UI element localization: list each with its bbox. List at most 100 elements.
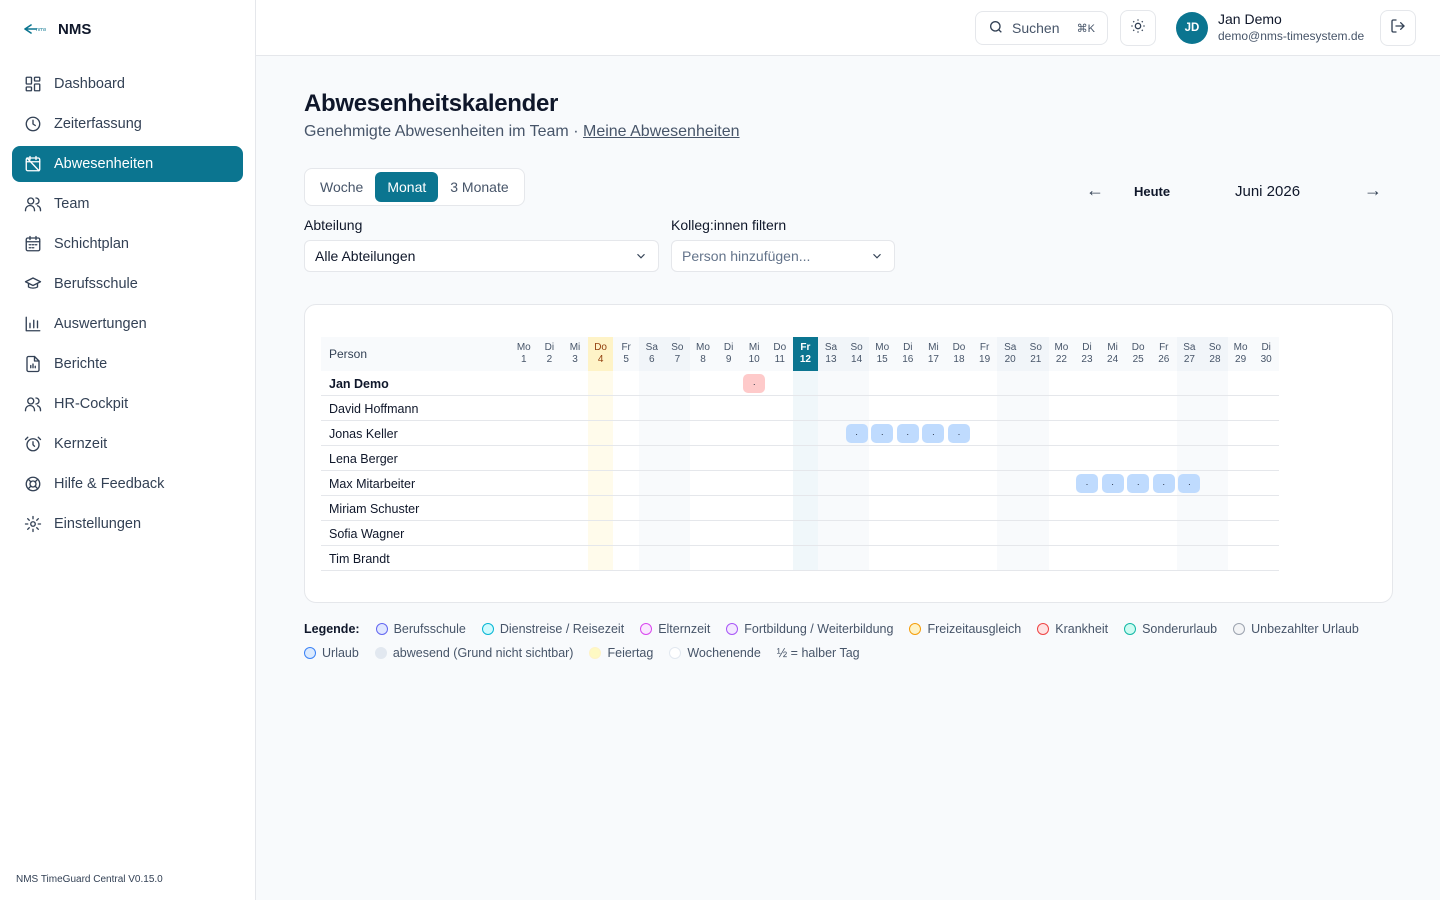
sidebar-item-dashboard[interactable]: Dashboard	[12, 66, 243, 102]
absence-block[interactable]: ·	[845, 424, 868, 443]
absence-block[interactable]: ·	[1152, 474, 1175, 493]
day-column-shade	[639, 396, 665, 420]
day-column-shade	[843, 371, 870, 395]
day-header: Do 11	[767, 337, 793, 371]
department-select[interactable]: Alle Abteilungen	[304, 240, 659, 272]
weekday-label: So	[1029, 342, 1042, 353]
absence-block[interactable]: ·	[871, 424, 894, 443]
absence-block[interactable]: ·	[743, 374, 766, 393]
day-column-shade	[1023, 396, 1049, 420]
person-name: Jonas Keller	[329, 426, 398, 441]
view-option-monat[interactable]: Monat	[375, 172, 439, 202]
sidebar-item-berichte[interactable]: Berichte	[12, 346, 243, 382]
day-column-shade	[587, 521, 614, 545]
day-column-shade	[639, 496, 665, 520]
today-button[interactable]: Heute	[1134, 184, 1171, 199]
day-number: 6	[649, 354, 655, 365]
day-column-shade	[664, 496, 691, 520]
search-label: Suchen	[1012, 20, 1060, 36]
view-toggle: Woche Monat 3 Monate	[304, 168, 525, 206]
day-header: So 21	[1023, 337, 1049, 371]
day-number: 1	[521, 354, 527, 365]
absence-calendar-card: Person Mo 1 Di 2 Mi 3 Do 4 Fr 5 Sa 6 So 7 Mo 8 Di 9 Mi 10 Do 1…	[304, 304, 1393, 603]
sidebar: nms NMS Dashboard Zeiterfassung Abwesenhei…	[0, 0, 256, 900]
absence-block[interactable]: ·	[1178, 474, 1201, 493]
person-name: Miriam Schuster	[329, 501, 420, 516]
day-number: 18	[953, 354, 965, 365]
day-column-shade	[1176, 421, 1203, 445]
person-name: Sofia Wagner	[329, 526, 405, 541]
sidebar-item-team[interactable]: Team	[12, 186, 243, 222]
sidebar-item-label: Berichte	[54, 356, 108, 372]
my-absences-link[interactable]: Meine Abwesenheiten	[582, 123, 740, 140]
legend-row: Urlaub abwesend (Grund nicht sichtbar) Fei…	[304, 641, 1394, 665]
weekday-label: So	[671, 342, 684, 353]
day-header: Do 4	[587, 337, 614, 371]
calendar-off-icon	[24, 155, 42, 173]
sidebar-item-label: Team	[54, 196, 90, 212]
day-column-shade	[664, 446, 691, 470]
day-column-shade	[997, 521, 1023, 545]
day-header: Di 9	[716, 337, 742, 371]
day-number: 2	[546, 354, 553, 365]
day-number: 19	[979, 354, 991, 365]
sidebar-item-berufsschule[interactable]: Berufsschule	[12, 266, 243, 302]
legend-label: Sonderurlaub	[1142, 622, 1218, 636]
absence-block[interactable]: ·	[1127, 474, 1150, 493]
sidebar-item-hr-cockpit[interactable]: HR-Cockpit	[12, 386, 243, 422]
absence-block[interactable]: ·	[1076, 474, 1098, 493]
file-chart-icon	[24, 355, 42, 373]
absence-block[interactable]: ·	[896, 424, 919, 443]
sidebar-item-auswertungen[interactable]: Auswertungen	[12, 306, 243, 342]
day-column-shade	[997, 546, 1023, 570]
view-option-woche[interactable]: Woche	[320, 179, 364, 195]
day-number: 20	[1004, 354, 1016, 365]
next-month-button[interactable]: →	[1364, 180, 1382, 200]
legend-title: Legende:	[304, 622, 360, 636]
absence-block[interactable]: ·	[1101, 474, 1124, 493]
day-column-shade	[1023, 496, 1049, 520]
sidebar-item-label: Auswertungen	[54, 316, 147, 332]
sidebar-item-einstellungen[interactable]: Einstellungen	[12, 506, 243, 542]
weekday-label: Mo	[1054, 342, 1069, 353]
absence-block[interactable]: ·	[948, 424, 970, 443]
day-header: Mi 17	[921, 337, 947, 371]
app-name: NMS	[58, 20, 92, 38]
legend-label: Dienstreise / Reisezeit	[499, 622, 625, 636]
absence-block[interactable]: ·	[922, 424, 945, 443]
dashboard-icon	[24, 75, 42, 93]
users-icon	[24, 395, 42, 413]
colleague-filter-select[interactable]: Person hinzufügen...	[671, 240, 895, 272]
day-column-shade	[1023, 421, 1049, 445]
legend-item: Krankheit	[1037, 622, 1108, 636]
sidebar-item-schichtplan[interactable]: Schichtplan	[12, 226, 243, 262]
day-number: 12	[799, 354, 811, 365]
legend-label: Krankheit	[1055, 622, 1109, 636]
theme-toggle-button[interactable]	[1120, 10, 1156, 46]
prev-month-button[interactable]: ←	[1086, 180, 1104, 200]
day-column-shade	[1023, 471, 1049, 495]
person-column-header: Person	[329, 346, 368, 361]
sidebar-item-hilfe-feedback[interactable]: Hilfe & Feedback	[12, 466, 243, 502]
weekday-label: Do	[594, 342, 607, 353]
sidebar-item-zeiterfassung[interactable]: Zeiterfassung	[12, 106, 243, 142]
sidebar-item-abwesenheiten[interactable]: Abwesenheiten	[12, 146, 243, 182]
avatar[interactable]: JD	[1176, 12, 1208, 44]
day-header: Di 23	[1074, 337, 1100, 371]
search-button[interactable]: Suchen ⌘K	[975, 11, 1108, 45]
day-column-shade	[1176, 496, 1203, 520]
logout-button[interactable]	[1380, 10, 1416, 46]
person-name: David Hoffmann	[329, 401, 419, 416]
day-column-shade	[587, 396, 614, 420]
weekday-label: Fr	[621, 342, 631, 353]
day-header: Mi 10	[741, 337, 767, 371]
sidebar-item-kernzeit[interactable]: Kernzeit	[12, 426, 243, 462]
month-label: Juni 2026	[1235, 183, 1301, 200]
view-option-3-monate[interactable]: 3 Monate	[450, 179, 509, 195]
day-column-shade	[792, 371, 819, 395]
sidebar-item-label: Hilfe & Feedback	[54, 476, 165, 492]
colleague-filter-label: Kolleg:innen filtern	[671, 217, 787, 233]
logout-icon	[1390, 18, 1406, 39]
brand[interactable]: nms NMS	[24, 18, 91, 40]
sidebar-item-label: Kernzeit	[54, 436, 108, 452]
